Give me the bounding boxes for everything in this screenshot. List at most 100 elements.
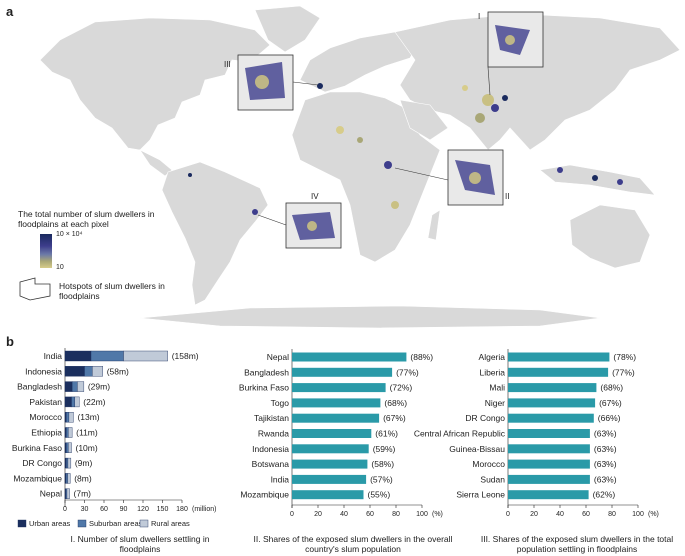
- inset-leaders: [257, 66, 491, 226]
- chart-2-tick-label: 80: [608, 511, 616, 518]
- chart-1-tick-label: 20: [314, 511, 322, 518]
- chart-0-bar-segment: [64, 396, 72, 408]
- chart-1-category-label: Botswana: [252, 459, 290, 469]
- chart-0-legend-swatch: [17, 519, 27, 528]
- chart-0-bar-segment: [71, 396, 75, 408]
- chart-1-value-label: (61%): [375, 429, 398, 439]
- chart-0-category-label: Morocco: [29, 412, 62, 422]
- chart-0-bar-segment: [68, 412, 74, 423]
- chart-1-value-label: (67%): [383, 413, 406, 423]
- chart-2-value-label: (63%): [594, 444, 617, 454]
- chart-1-value-label: (58%): [371, 459, 394, 469]
- chart-0-bar-segment: [64, 366, 85, 377]
- inset-label-iii: III: [224, 60, 231, 69]
- chart-1-bar: [292, 398, 381, 408]
- chart-0-bar-segment: [66, 427, 69, 438]
- chart-2-tick-label: 0: [506, 511, 510, 518]
- chart-0-bar-segment: [66, 488, 70, 499]
- chart-2-value-label: (78%): [613, 352, 636, 362]
- chart-1-value-label: (59%): [373, 444, 396, 454]
- chart-1-category-label: Tajikistan: [254, 413, 289, 423]
- chart-0-category-label: Indonesia: [25, 366, 62, 376]
- chart-0-category-label: Pakistan: [29, 397, 62, 407]
- chart-1-tick-label: 60: [366, 511, 374, 518]
- madagascar-shape: [427, 209, 441, 241]
- north-america-shape: [39, 17, 271, 151]
- se-asia-islands-shape: [539, 164, 656, 196]
- chart-1-bar: [292, 367, 393, 377]
- chart-1-value-label: (57%): [370, 474, 393, 484]
- colorbar-min-label: 10: [56, 264, 64, 271]
- chart-0-value-label: (22m): [83, 397, 105, 407]
- chart-0-bar-segment: [68, 442, 72, 453]
- chart-2-bar: [508, 490, 589, 500]
- chart-0-bar-segment: [90, 350, 124, 362]
- chart-2-bar: [508, 474, 590, 484]
- colorbar: [40, 234, 52, 268]
- chart-1-bar: [292, 444, 369, 454]
- chart-1-value-label: (77%): [396, 367, 419, 377]
- chart-2-bar: [508, 413, 594, 423]
- chart-2-bar: [508, 367, 609, 377]
- chart-2-category-label: Mali: [489, 383, 505, 393]
- chart-0-tick-label: 60: [100, 506, 108, 513]
- chart-2-value-label: (63%): [594, 429, 617, 439]
- chart-2-category-label: Central African Republic: [414, 429, 506, 439]
- antarctica-shape: [139, 305, 601, 329]
- chart-2-bar: [508, 352, 610, 362]
- chart-2-tick-label: 60: [582, 511, 590, 518]
- hotspot-legend-label: Hotspots of slum dwellers in floodplains: [59, 281, 165, 301]
- south-america-shape: [161, 161, 269, 306]
- world-map: [19, 5, 681, 329]
- chart-0-bar-segment: [71, 381, 78, 392]
- chart-0-value-label: (29m): [88, 382, 110, 392]
- chart-1-value-label: (72%): [390, 383, 413, 393]
- chart-0-legend-label: Urban areas: [29, 519, 71, 528]
- chart-0-value-label: (158m): [172, 351, 199, 361]
- chart-2-tick-label: 40: [556, 511, 564, 518]
- chart-0-category-label: Nepal: [40, 489, 62, 499]
- chart-i-caption: I. Number of slum dwellers settling in f…: [70, 534, 210, 554]
- chart-2-category-label: DR Congo: [465, 413, 505, 423]
- hotspot-legend-icon: [19, 277, 51, 301]
- chart-0-bar-segment: [123, 350, 168, 362]
- chart-0-category-label: Burkina Faso: [12, 443, 62, 453]
- chart-0-value-label: (10m): [76, 443, 98, 453]
- chart-1-bar: [292, 474, 367, 484]
- chart-2-category-label: Sierra Leone: [456, 490, 505, 500]
- arabia-shape: [399, 99, 449, 141]
- chart-1-value-label: (88%): [410, 352, 433, 362]
- chart-0-value-label: (13m): [77, 412, 99, 422]
- inset-label-i: I: [478, 12, 481, 21]
- chart-0-tick-label: 30: [81, 506, 89, 513]
- chart-0-bar-segment: [64, 381, 73, 392]
- chart-1-bar: [292, 459, 368, 469]
- chart-1-tick-label: 100: [416, 511, 428, 518]
- chart-1-category-label: Indonesia: [252, 444, 289, 454]
- hotspot-dots: [188, 83, 623, 215]
- continents: [39, 5, 681, 329]
- chart-0-tick-label: 120: [137, 506, 149, 513]
- chart-2-bar: [508, 459, 590, 469]
- panel-a-letter: a: [6, 4, 14, 19]
- chart-2-bar: [508, 429, 590, 438]
- chart-1-x-unit: (%): [432, 511, 443, 518]
- chart-0-bar-segment: [67, 473, 71, 484]
- colorbar-max-label: 10 × 10⁴: [56, 231, 83, 238]
- chart-0-bar-segment: [84, 366, 93, 377]
- chart-0-bar-segment: [65, 473, 68, 484]
- australia-shape: [569, 204, 651, 269]
- chart-1-tick-label: 0: [290, 511, 294, 518]
- chart-2-value-label: (66%): [598, 413, 621, 423]
- chart-0-legend-label: Rural areas: [151, 519, 190, 528]
- chart-2-category-label: Guinea-Bissau: [449, 444, 505, 454]
- chart-0-bar-segment: [64, 350, 92, 362]
- chart-0-category-label: DR Congo: [22, 458, 62, 468]
- chart-1-bar: [292, 490, 364, 500]
- chart-2-bar: [508, 398, 596, 408]
- inset-label-ii: II: [505, 192, 510, 201]
- chart-0-tick-label: 180: [176, 506, 188, 513]
- chart-0-bar-segment: [67, 457, 72, 469]
- chart-1-category-label: Nepal: [267, 352, 289, 362]
- chart-2-value-label: (63%): [594, 474, 617, 484]
